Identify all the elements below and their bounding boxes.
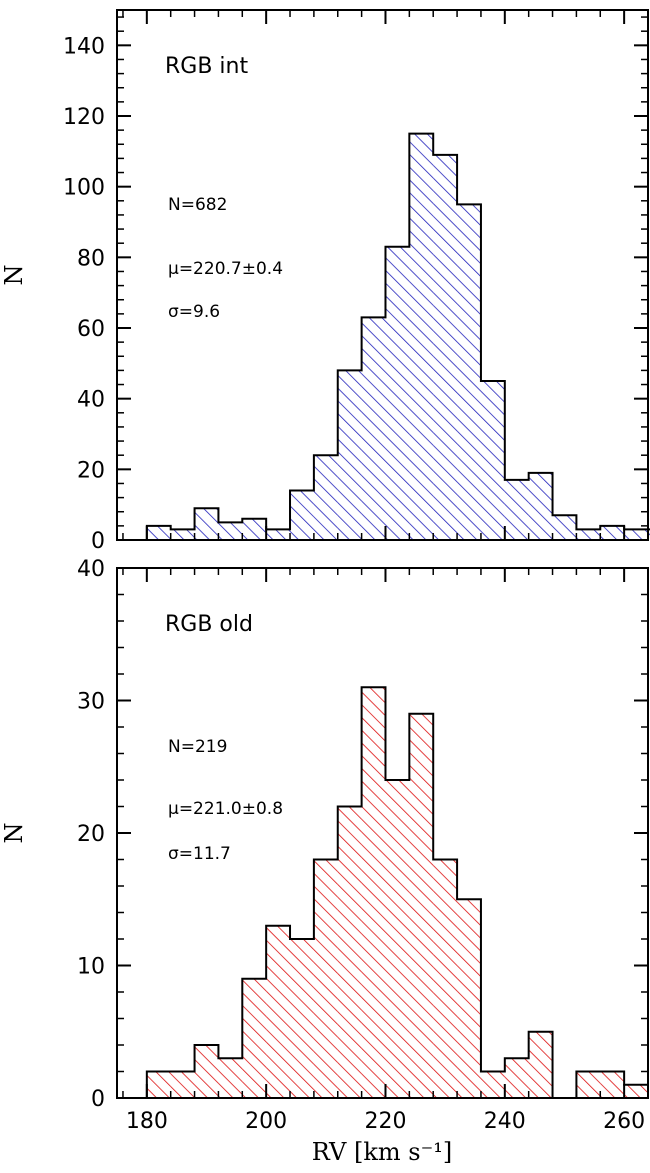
x-tick-label: 240 [484, 1109, 526, 1134]
histogram-bar [361, 317, 386, 540]
histogram-bar [480, 1071, 505, 1098]
y-tick-label: 10 [77, 955, 105, 980]
histogram-bar [266, 529, 291, 540]
histogram-bar [552, 515, 577, 540]
histogram-bar [194, 1045, 219, 1098]
histogram-bar [290, 939, 314, 1098]
histogram-bars-rgb-old [145, 686, 649, 1099]
histogram-bar [457, 204, 481, 541]
histogram-outline [145, 132, 650, 540]
histogram-bar [218, 1058, 243, 1098]
annotation-mu-bottom: μ=221.0±0.8 [168, 799, 283, 819]
plot-frame-top [116, 9, 649, 541]
y-tick-label: 40 [77, 557, 105, 582]
histogram-bar [337, 806, 362, 1098]
histogram-bar [146, 525, 171, 540]
histogram-bar [576, 1071, 601, 1098]
histogram-bar [504, 1058, 529, 1098]
histogram-bar [528, 1031, 553, 1098]
annotation-sigma-bottom: σ=11.7 [168, 844, 231, 864]
histogram-bars-rgb-int [145, 132, 650, 541]
y-tick-label: 0 [91, 1087, 105, 1112]
histogram-bar [313, 859, 338, 1098]
panel-title-rgb-int: RGB int [165, 54, 248, 79]
y-tick-label: 100 [63, 176, 105, 201]
histogram-bar [385, 246, 410, 540]
histogram-bar [290, 490, 314, 540]
x-tick-label: 200 [245, 1109, 287, 1134]
y-tick-label: 120 [63, 105, 105, 130]
x-tick-label: 220 [364, 1109, 406, 1134]
y-tick-label: 20 [77, 822, 105, 847]
y-axis-ticks-bottom: 0 10 20 30 40 [77, 557, 648, 1112]
histogram-bar [313, 455, 338, 540]
histogram-bar [385, 780, 410, 1098]
histogram-bar [409, 713, 434, 1098]
y-axis-label-top: N [0, 265, 28, 286]
annotation-sigma-top: σ=9.6 [168, 302, 220, 322]
histogram-bar [624, 1084, 648, 1098]
histogram-bar [480, 381, 505, 540]
histogram-bar [576, 529, 601, 540]
y-tick-label: 80 [77, 246, 105, 271]
y-tick-label: 30 [77, 690, 105, 715]
panel-title-rgb-old: RGB old [165, 612, 253, 637]
annotation-n-top: N=682 [168, 195, 227, 215]
histogram-bar [194, 508, 219, 540]
y-tick-label: 40 [77, 388, 105, 413]
panel-rgb-int: 0 20 40 60 80 100 120 140 N RGB int N=682 μ=220… [0, 9, 650, 554]
histogram-bar [170, 1071, 195, 1098]
x-tick-label: 260 [603, 1109, 645, 1134]
histogram-bar [146, 1071, 171, 1098]
x-tick-label: 180 [126, 1109, 168, 1134]
histogram-bar [600, 1071, 625, 1098]
y-tick-label: 0 [91, 529, 105, 554]
histogram-bar [624, 529, 648, 540]
histogram-bar [242, 518, 267, 540]
histogram-bar [433, 154, 458, 540]
histogram-bar [361, 687, 386, 1098]
annotation-n-bottom: N=219 [168, 737, 227, 757]
histogram-bar [504, 479, 529, 540]
histogram-bar [409, 133, 434, 540]
histogram-bar [218, 522, 243, 540]
histogram-bar [457, 899, 481, 1098]
histogram-bar [266, 925, 291, 1098]
x-axis-ticks-top [122, 10, 649, 540]
x-axis-label: RV [km s⁻¹] [312, 1138, 452, 1166]
histogram-bar [337, 370, 362, 540]
x-axis-ticks-bottom: 180 200 220 240 260 [122, 568, 649, 1134]
histogram-bar [170, 529, 195, 540]
histogram-bar [242, 978, 267, 1098]
y-tick-label: 20 [77, 458, 105, 483]
annotation-mu-top: μ=220.7±0.4 [168, 259, 283, 279]
histogram-bar [528, 472, 553, 540]
y-tick-label: 60 [77, 317, 105, 342]
y-axis-label-bottom: N [0, 823, 28, 844]
y-axis-ticks-top: 0 20 40 60 80 100 120 140 [63, 16, 648, 554]
y-tick-label: 140 [63, 34, 105, 59]
histogram-bar [433, 859, 458, 1098]
histogram-bar [600, 525, 625, 540]
